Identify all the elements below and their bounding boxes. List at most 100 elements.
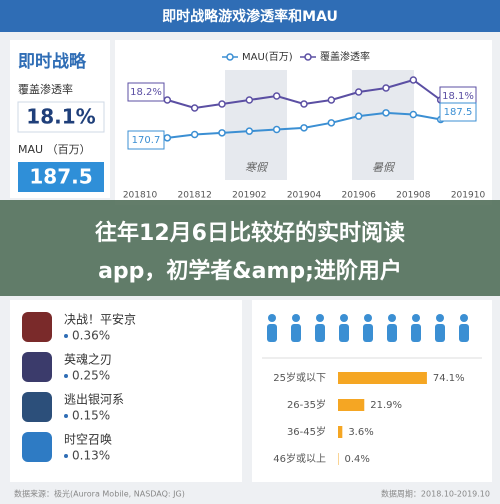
- point: [382, 109, 390, 117]
- person-body: [339, 324, 349, 342]
- bar: [338, 372, 427, 384]
- value-label: 18.1%: [442, 91, 474, 102]
- person-head: [460, 314, 468, 322]
- x-tick-label: 201812: [177, 191, 211, 201]
- point: [327, 96, 336, 104]
- person-body: [387, 324, 397, 342]
- point: [409, 110, 418, 119]
- person-head: [316, 314, 324, 322]
- games-list: 决战！平安京 0.36% 英魂之刃 0.25% 逃出银河系 0.15% 时空召唤 0.13%: [22, 312, 136, 463]
- x-tick-label: 201810: [123, 191, 158, 201]
- mau-value: 187.5: [29, 165, 92, 189]
- legend-label: 覆盖渗透率: [320, 50, 370, 63]
- point: [272, 92, 281, 100]
- bar: [338, 399, 365, 411]
- x-tick-label: 201908: [396, 191, 431, 201]
- person-head: [340, 314, 348, 322]
- point: [409, 76, 418, 84]
- mau-label: MAU （百万）: [18, 143, 91, 156]
- game-icon: [22, 392, 52, 422]
- value-label: 3.6%: [348, 427, 373, 438]
- point: [272, 125, 281, 134]
- person-head: [268, 314, 276, 322]
- x-tick-label: 201902: [232, 191, 266, 201]
- person-body: [315, 324, 325, 342]
- bullet: [64, 414, 68, 418]
- winter-shade: [225, 70, 287, 180]
- chart-card: [115, 40, 492, 205]
- point: [245, 127, 254, 135]
- penetration-label: 覆盖渗透率: [18, 82, 73, 96]
- legend-label: MAU(百万): [242, 51, 293, 63]
- category-label: 36-45岁: [287, 425, 326, 438]
- bar: [338, 426, 343, 438]
- annotation: 暑假: [372, 161, 396, 174]
- x-tick-label: 201906: [341, 191, 376, 201]
- person-head: [412, 314, 420, 322]
- person-body: [459, 324, 469, 342]
- person-body: [267, 324, 277, 342]
- person-head: [292, 314, 300, 322]
- x-tick-label: 201910: [451, 191, 486, 201]
- value-label-box: [127, 82, 165, 102]
- point: [245, 96, 254, 104]
- game-name: 英魂之刃: [64, 352, 112, 367]
- bullet: [64, 454, 68, 458]
- person-head: [388, 314, 396, 322]
- value-label-box: [127, 130, 165, 150]
- value-label-box: [439, 102, 477, 122]
- game-icon: [22, 352, 52, 382]
- point: [163, 134, 172, 142]
- point: [218, 129, 226, 137]
- person-body: [363, 324, 373, 342]
- value-label: 187.5: [444, 107, 473, 118]
- footer-period: 数据周期：2018.10-2019.10: [381, 489, 490, 499]
- x-tick-label: 201904: [287, 191, 322, 201]
- point: [190, 130, 199, 139]
- person-body: [435, 324, 445, 342]
- game-share: 0.13%: [72, 449, 110, 463]
- overlay: [0, 200, 500, 296]
- person-head: [436, 314, 444, 322]
- person-body: [291, 324, 301, 342]
- game-share: 0.25%: [72, 369, 110, 383]
- value-label: 21.9%: [370, 400, 402, 411]
- legend-marker: [304, 53, 312, 61]
- game-name: 时空召唤: [64, 433, 112, 447]
- legend-marker: [226, 53, 234, 61]
- header-title: 即时战略游戏渗透率和MAU: [162, 8, 338, 25]
- game-share: 0.36%: [72, 329, 110, 343]
- bullet: [64, 334, 68, 338]
- overlay-line: app，初学者&amp;进阶用户: [98, 258, 402, 284]
- people-icons: [262, 314, 482, 359]
- point: [218, 100, 226, 108]
- mau-box: [18, 162, 104, 192]
- point: [354, 88, 363, 96]
- point: [190, 104, 199, 112]
- game-icon: [22, 432, 52, 462]
- bullet: [64, 374, 68, 378]
- penetration-value: 18.1%: [26, 105, 95, 129]
- category-label: 26-35岁: [287, 398, 326, 411]
- footer-source: 数据来源：极光(Aurora Mobile, NASDAQ: JG): [14, 489, 185, 499]
- category-label: 25岁或以下: [273, 371, 326, 384]
- value-label: 74.1%: [433, 373, 465, 384]
- point: [300, 124, 308, 132]
- category-label: 46岁或以上: [273, 452, 326, 465]
- header-bar: [0, 0, 500, 32]
- value-label: 18.2%: [130, 87, 162, 98]
- point: [354, 112, 363, 120]
- point: [382, 84, 390, 92]
- game-name: 决战！平安京: [64, 312, 136, 327]
- person-head: [364, 314, 372, 322]
- point: [327, 119, 336, 127]
- game-name: 逃出银河系: [64, 393, 124, 407]
- summary-name: 即时战略: [18, 51, 87, 72]
- value-label: 170.7: [132, 135, 161, 146]
- overlay-line: 往年12月6日比较好的实时阅读: [95, 220, 405, 246]
- annotation: 寒假: [245, 161, 269, 174]
- line-chart: 覆盖渗透率 MAU(百万) 18.2% 18.1% 170.7 187.5 201810 20…: [123, 50, 486, 201]
- value-label: 0.4%: [344, 454, 369, 465]
